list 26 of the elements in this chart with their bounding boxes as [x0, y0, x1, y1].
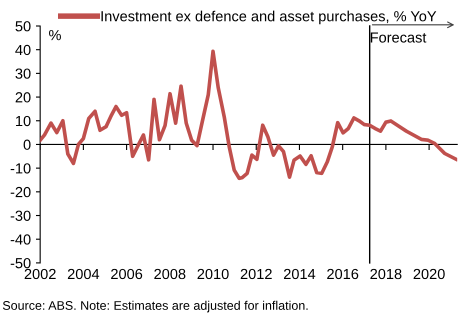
- y-tick-label: 10: [16, 116, 31, 126]
- y-tick-label: -30: [10, 210, 31, 221]
- x-tick-label: 2002: [24, 268, 56, 280]
- y-axis-title: %: [49, 30, 61, 40]
- y-tick-label: 0: [24, 140, 31, 150]
- y-tick-label: 40: [15, 44, 31, 56]
- y-tick-label: 50: [16, 21, 31, 32]
- x-tick-label: 2006: [111, 268, 142, 280]
- y-tick-label: -20: [10, 186, 31, 198]
- line-series: [40, 50, 458, 180]
- source-note: Source: ABS. Note: Estimates are adjusted for inflation.: [2, 300, 308, 312]
- x-tick-label: 2020: [414, 268, 445, 280]
- legend-label: Investment ex defence and asset purchases, % YoY: [101, 10, 436, 24]
- x-tick-label: 2004: [68, 268, 100, 280]
- x-tick-label: 2018: [370, 268, 402, 280]
- x-tick-label: 2008: [154, 268, 186, 280]
- y-tick-label: -40: [10, 234, 31, 245]
- x-tick-label: 2010: [198, 268, 229, 280]
- ref-line-label: Forecast: [370, 32, 426, 43]
- y-tick-label: 20: [16, 92, 31, 102]
- x-tick-label: 2014: [284, 268, 316, 280]
- x-tick-label: 2012: [240, 268, 272, 280]
- x-tick-label: 2016: [327, 268, 358, 280]
- y-tick-label: -10: [10, 163, 31, 174]
- y-tick-label: -50: [10, 258, 31, 268]
- y-tick-label: 30: [15, 68, 31, 79]
